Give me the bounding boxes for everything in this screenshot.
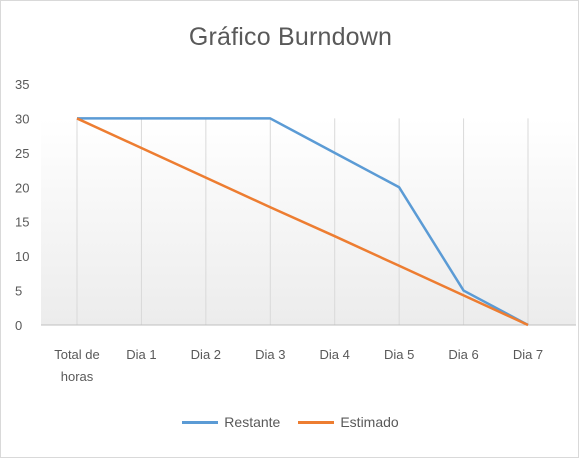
x-tick-label-line: Dia 5	[384, 347, 414, 362]
x-tick-label-line: Dia 2	[191, 347, 221, 362]
y-tick-label: 10	[15, 249, 29, 264]
legend-label-restante: Restante	[224, 414, 281, 430]
y-tick-label: 30	[15, 111, 29, 126]
legend-item-restante: Restante	[182, 414, 280, 430]
y-tick-label: 35	[15, 77, 29, 92]
chart-title: Gráfico Burndown	[188, 23, 393, 51]
x-tick-label-line: Dia 3	[255, 347, 285, 362]
y-tick-label: 0	[15, 318, 22, 333]
legend: Restante Estimado	[1, 414, 580, 430]
x-tick-label: Dia 3	[255, 347, 285, 362]
y-tick-label: 20	[15, 180, 29, 195]
x-tick-label: Dia 7	[513, 347, 543, 362]
x-tick-label: Total de horas	[54, 347, 100, 384]
series-line-estimado	[76, 117, 529, 327]
x-tick-label-line: Dia 4	[320, 347, 350, 362]
y-tick-label: 25	[15, 146, 29, 161]
x-tick-label: Dia 5	[384, 347, 414, 362]
legend-swatch-estimado	[298, 420, 335, 424]
x-tick-label: Dia 1	[126, 347, 156, 362]
series-line-restante	[77, 117, 529, 327]
x-tick-label-line: Dia 6	[448, 347, 478, 362]
y-tick-label: 15	[15, 215, 29, 230]
x-tick-label: Dia 6	[448, 347, 478, 362]
x-tick-label-line: Dia 7	[513, 347, 543, 362]
plot-background	[41, 118, 576, 325]
plot-area: 0 5 10 15 20 25 30 35 Total de horas Dia 1 Dia 2 Di…	[15, 77, 576, 384]
x-tick-label-line: horas	[61, 369, 94, 384]
legend-label-estimado: Estimado	[340, 414, 399, 430]
x-tick-label-line: Total de	[54, 347, 100, 362]
x-tick-label-line: Dia 1	[126, 347, 156, 362]
x-tick-label: Dia 4	[320, 347, 350, 362]
legend-swatch-restante	[182, 420, 219, 424]
legend-item-estimado: Estimado	[298, 414, 399, 430]
x-tick-label: Dia 2	[191, 347, 221, 362]
y-tick-label: 5	[15, 284, 22, 299]
